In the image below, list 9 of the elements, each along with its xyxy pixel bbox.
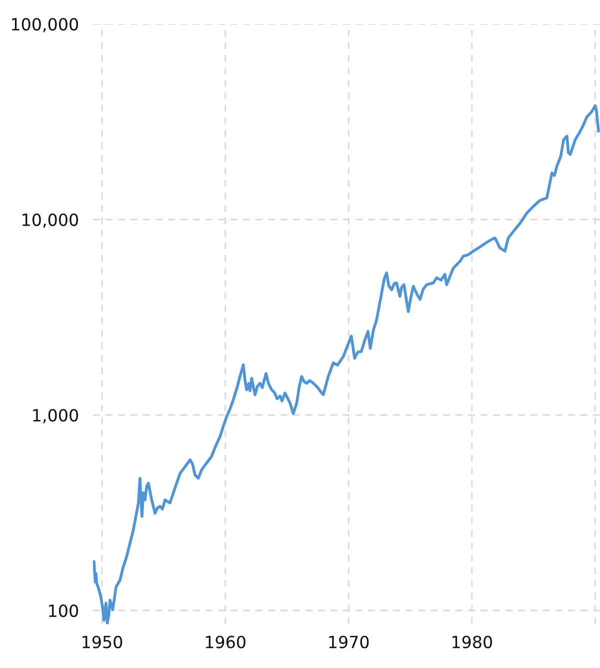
line-series [93, 104, 600, 624]
x-tick-label: 1960 [206, 636, 246, 648]
x-tick-label: 1980 [452, 636, 492, 648]
y-tick-label: 10,000 [22, 213, 78, 228]
y-tick-label: 100,000 [12, 18, 78, 32]
x-tick-label: 1950 [82, 636, 122, 648]
x-tick-label: 1970 [329, 636, 369, 648]
y-tick-label: 1,000 [33, 408, 78, 424]
y-tick-label: 100 [49, 604, 78, 618]
